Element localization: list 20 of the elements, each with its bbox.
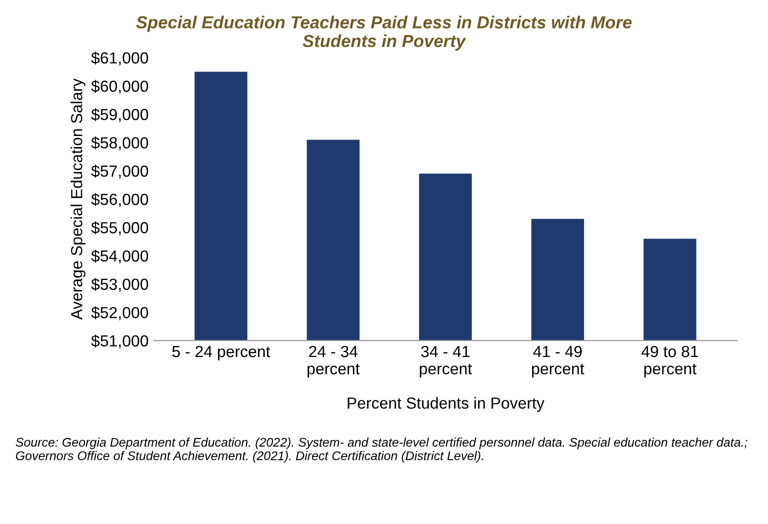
y-tick-label: $58,000 [91,136,148,150]
x-tick-label: 49 to 81 percent [641,346,698,378]
y-tick-label: $59,000 [91,108,148,122]
y-tick-label: $54,000 [91,250,148,264]
chart-title: Special Education Teachers Paid Less in Districts with More Students in Poverty [136,16,632,51]
source-note: Source: Georgia Department of Education. (2022). System- and state-level certified personnel data. Special education teacher data.; Governors Office of Student Achievement. (2021). Direct Certification (District Level). [16,438,748,463]
x-tick-label: 24 - 34 percent [308,346,360,378]
y-tick-label: $60,000 [91,80,148,94]
y-tick-label: $57,000 [91,164,148,179]
x-tick-label: 41 - 49 percent [532,346,584,378]
x-axis-title: Percent Students in Poverty [348,397,544,412]
y-tick-label: $51,000 [91,334,148,348]
y-tick-label: $56,000 [91,193,148,207]
x-tick-label: 34 - 41 percent [420,346,472,378]
y-tick-label: $55,000 [91,221,148,236]
y-axis-title: Average Special Education Salary [70,78,86,320]
x-tick-label: 5 - 24 percent [172,346,270,360]
y-tick-label: $52,000 [91,306,148,320]
y-tick-label: $53,000 [91,278,148,292]
y-tick-label: $61,000 [91,52,148,66]
